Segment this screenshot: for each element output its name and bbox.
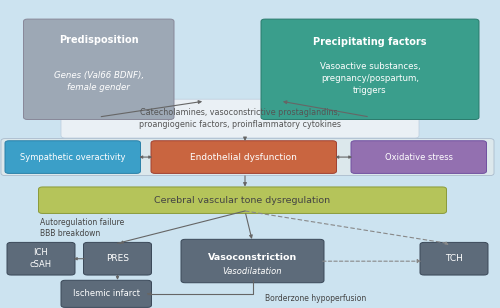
FancyBboxPatch shape <box>151 141 336 173</box>
FancyBboxPatch shape <box>24 19 174 120</box>
Text: TCH: TCH <box>445 254 463 263</box>
Text: Vasoactive substances,
pregnancy/pospartum,
triggers: Vasoactive substances, pregnancy/pospart… <box>320 62 420 95</box>
Text: Catecholamines, vasoconstrictive prostaglandins,
proangiogenic factors, proinfla: Catecholamines, vasoconstrictive prostag… <box>139 108 341 129</box>
Text: Borderzone hypoperfusion: Borderzone hypoperfusion <box>265 294 366 303</box>
Text: Vasoconstriction: Vasoconstriction <box>208 253 297 262</box>
Text: Predisposition: Predisposition <box>59 35 138 45</box>
Text: ICH
cSAH: ICH cSAH <box>30 248 52 269</box>
FancyBboxPatch shape <box>7 242 75 275</box>
FancyBboxPatch shape <box>5 141 140 173</box>
FancyBboxPatch shape <box>61 280 152 307</box>
FancyBboxPatch shape <box>261 19 479 120</box>
Text: Sympathetic overactivity: Sympathetic overactivity <box>20 152 126 162</box>
Text: Cerebral vascular tone dysregulation: Cerebral vascular tone dysregulation <box>154 196 330 205</box>
Text: Endothelial dysfunction: Endothelial dysfunction <box>190 152 297 162</box>
FancyBboxPatch shape <box>61 99 419 138</box>
Text: Precipitating factors: Precipitating factors <box>313 37 427 47</box>
Text: Autoregulation failure
BBB breakdown: Autoregulation failure BBB breakdown <box>40 217 124 238</box>
FancyBboxPatch shape <box>84 242 152 275</box>
Text: Genes (Val66 BDNF),
female gender: Genes (Val66 BDNF), female gender <box>54 71 144 92</box>
FancyBboxPatch shape <box>351 141 486 173</box>
Text: Ischemic infarct: Ischemic infarct <box>73 289 140 298</box>
Text: Oxidative stress: Oxidative stress <box>384 152 452 162</box>
FancyBboxPatch shape <box>420 242 488 275</box>
FancyBboxPatch shape <box>181 239 324 283</box>
Text: Vasodilatation: Vasodilatation <box>223 266 282 276</box>
FancyBboxPatch shape <box>1 139 494 176</box>
Text: PRES: PRES <box>106 254 129 263</box>
FancyBboxPatch shape <box>38 187 447 213</box>
